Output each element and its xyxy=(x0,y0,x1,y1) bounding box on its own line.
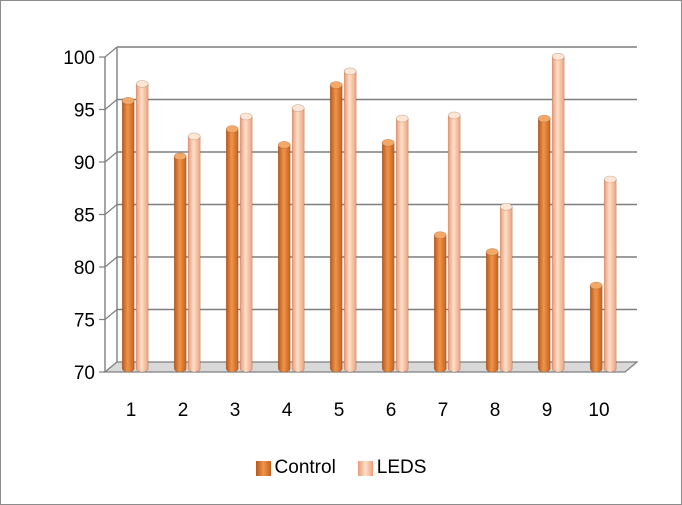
bar-top xyxy=(277,141,291,149)
legend: Control LEDS xyxy=(0,455,682,481)
bar-body xyxy=(381,142,395,373)
bar-top xyxy=(395,114,409,123)
legend-label-control: Control xyxy=(274,457,336,478)
legend-swatch-leds xyxy=(357,460,373,476)
bar-body xyxy=(485,251,499,373)
bar-top xyxy=(433,231,447,239)
bar-control-9 xyxy=(537,114,551,373)
x-tick-label-10: 10 xyxy=(588,400,609,421)
bar-top xyxy=(603,175,617,184)
bar-control-1 xyxy=(121,96,135,373)
bar-top xyxy=(173,152,187,161)
x-tick-label-5: 5 xyxy=(334,400,345,421)
bar-top xyxy=(589,281,603,290)
bar-leds-8 xyxy=(499,203,513,373)
y-tick-label-85: 85 xyxy=(74,206,95,227)
y-tick-label-80: 80 xyxy=(74,258,95,279)
bar-body xyxy=(277,144,291,373)
y-tick-label-70: 70 xyxy=(74,363,95,384)
bar-body xyxy=(187,136,201,373)
bar-control-2 xyxy=(173,152,187,373)
bar-control-8 xyxy=(485,248,499,373)
gridline-connector-95 xyxy=(104,99,118,110)
bar-control-10 xyxy=(589,281,603,373)
tick-labels: 70 75 80 85 90 95 100 1 2 3 4 5 6 7 8 9 10 xyxy=(63,48,609,421)
bar-body xyxy=(291,107,305,373)
legend-swatch-control xyxy=(255,460,271,476)
bar-body xyxy=(173,156,187,373)
bar-body xyxy=(589,285,603,373)
gridlines xyxy=(104,46,637,373)
bar-body xyxy=(395,118,409,373)
x-tick-label-1: 1 xyxy=(126,400,137,421)
bar-top xyxy=(135,80,149,88)
y-tick-label-95: 95 xyxy=(74,101,95,122)
gridline-connector-75 xyxy=(104,309,118,320)
bar-top xyxy=(485,248,499,256)
bar-body xyxy=(433,234,447,373)
y-tick-label-100: 100 xyxy=(63,48,95,69)
y-tick-label-90: 90 xyxy=(74,153,95,174)
bar-body xyxy=(551,56,565,373)
bar-leds-3 xyxy=(239,112,253,373)
bar-body xyxy=(603,179,617,373)
x-tick-label-4: 4 xyxy=(282,400,293,421)
bar-top xyxy=(291,104,305,112)
x-tick-label-7: 7 xyxy=(438,400,449,421)
y-tick-label-75: 75 xyxy=(74,311,95,332)
legend-item-control: Control xyxy=(255,457,336,479)
x-tick-label-9: 9 xyxy=(542,400,553,421)
bar-control-4 xyxy=(277,141,291,373)
bar-leds-4 xyxy=(291,104,305,373)
x-tick-label-3: 3 xyxy=(230,400,241,421)
bar-body xyxy=(135,83,149,373)
legend-label-leds: LEDS xyxy=(376,457,427,478)
bar-top xyxy=(343,67,357,76)
bar-control-3 xyxy=(225,125,239,373)
x-tick-label-6: 6 xyxy=(386,400,397,421)
bar-top xyxy=(329,81,343,89)
bar-leds-10 xyxy=(603,175,617,373)
bar-control-6 xyxy=(381,138,395,373)
bar-body xyxy=(499,206,513,373)
gridline-connector-100 xyxy=(104,46,118,58)
bar-top xyxy=(551,52,565,61)
bar-body xyxy=(121,100,135,373)
bar-body xyxy=(329,84,343,373)
bar-control-5 xyxy=(329,81,343,373)
bar-leds-1 xyxy=(135,80,149,373)
bar-leds-5 xyxy=(343,67,357,373)
bar-body xyxy=(537,118,551,373)
bar-body xyxy=(225,128,239,373)
bar-leds-2 xyxy=(187,132,201,373)
legend-item-leds: LEDS xyxy=(357,457,427,479)
bar-top xyxy=(537,114,551,123)
bar-top xyxy=(239,112,253,121)
bar-top xyxy=(381,138,395,147)
gridline-connector-80 xyxy=(104,256,118,268)
bar-top xyxy=(187,132,201,141)
bar-body xyxy=(343,71,357,373)
bar-top xyxy=(499,203,513,211)
bar-leds-7 xyxy=(447,111,461,373)
bar-top xyxy=(121,96,135,105)
x-tick-label-8: 8 xyxy=(490,400,501,421)
gridline-connector-85 xyxy=(104,204,118,215)
bar-top xyxy=(225,125,239,133)
bar-leds-6 xyxy=(395,114,409,373)
bar-body xyxy=(447,115,461,373)
bar-top xyxy=(447,111,461,120)
bars xyxy=(121,52,617,373)
gridline-connector-90 xyxy=(104,151,118,163)
bar-control-7 xyxy=(433,231,447,373)
x-tick-label-2: 2 xyxy=(178,400,189,421)
bar-body xyxy=(239,116,253,373)
bar-leds-9 xyxy=(551,52,565,373)
